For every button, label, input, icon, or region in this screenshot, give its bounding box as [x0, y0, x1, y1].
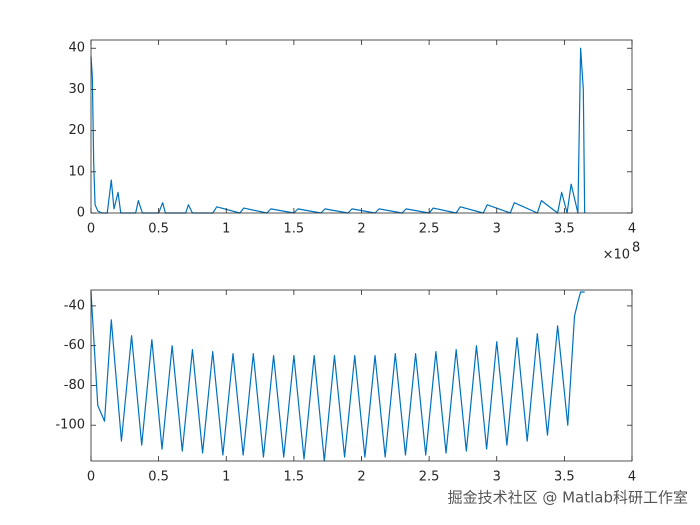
y-tick-label: 10 [68, 164, 85, 179]
x-tick-label: 3.5 [554, 470, 575, 485]
x-tick-label: 0.5 [148, 222, 169, 237]
x-tick-label: 2 [357, 470, 365, 485]
x-tick-label: 0.5 [148, 470, 169, 485]
y-tick-label: -60 [64, 338, 85, 353]
x-exponent-base: ×10 [603, 248, 630, 263]
x-tick-label: 0 [87, 470, 95, 485]
x-tick-label: 1.5 [284, 470, 305, 485]
data-line [90, 291, 585, 462]
y-tick-label: -80 [64, 378, 85, 393]
x-tick-label: 3.5 [554, 222, 575, 237]
y-tick-label: 20 [68, 123, 85, 138]
x-tick-label: 0 [87, 222, 95, 237]
y-tick-label: 40 [68, 41, 85, 56]
watermark: 掘金技术社区 @ Matlab科研工作室 [448, 489, 688, 507]
x-tick-label: 4 [628, 470, 636, 485]
x-tick-label: 2.5 [419, 222, 440, 237]
y-tick-label: -100 [55, 418, 85, 433]
x-tick-label: 3 [493, 222, 501, 237]
x-exponent: 8 [632, 241, 640, 256]
x-tick-label: 3 [493, 470, 501, 485]
x-tick-label: 1.5 [284, 222, 305, 237]
x-tick-label: 4 [628, 222, 636, 237]
data-line [90, 47, 586, 214]
x-tick-label: 2 [357, 222, 365, 237]
x-tick-label: 2.5 [419, 470, 440, 485]
y-tick-label: 0 [77, 206, 85, 221]
y-tick-label: 30 [68, 82, 85, 97]
y-tick-label: -40 [64, 298, 85, 313]
x-tick-label: 1 [222, 222, 230, 237]
x-tick-label: 1 [222, 470, 230, 485]
